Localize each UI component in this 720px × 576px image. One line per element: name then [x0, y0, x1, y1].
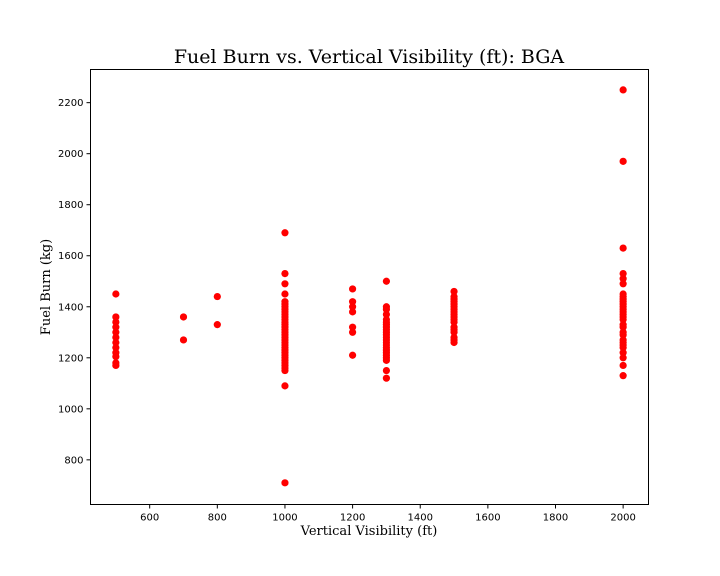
data-point — [179, 313, 188, 321]
data-point — [450, 318, 458, 326]
data-point — [619, 157, 627, 165]
data-point — [619, 372, 627, 380]
y-axis-label: Fuel Burn (kg) — [39, 239, 54, 335]
data-point — [348, 328, 357, 336]
data-point — [112, 313, 120, 321]
data-point — [619, 343, 627, 352]
data-point — [112, 323, 120, 331]
data-point — [112, 352, 120, 361]
data-point — [382, 366, 391, 375]
data-point — [619, 349, 627, 357]
x-tick-label: 1000 — [272, 513, 297, 524]
data-point — [450, 287, 458, 296]
data-points — [112, 86, 627, 487]
data-point — [619, 280, 627, 288]
data-point — [348, 298, 357, 306]
data-point — [112, 290, 120, 298]
data-point — [213, 292, 221, 301]
data-point — [450, 338, 458, 347]
y-tick-label: 1000 — [58, 404, 83, 415]
x-tick-label: 1600 — [475, 513, 500, 524]
data-point — [348, 308, 357, 316]
data-point — [619, 331, 627, 339]
data-point — [281, 229, 289, 237]
x-tick-label: 2000 — [610, 513, 635, 524]
data-point — [112, 318, 120, 326]
data-point — [112, 343, 120, 352]
data-point — [348, 351, 357, 359]
y-tick-label: 800 — [64, 455, 83, 466]
x-tick-label: 1800 — [543, 513, 568, 524]
y-tick-label: 1400 — [58, 302, 83, 313]
y-tick-label: 2000 — [58, 149, 83, 160]
y-tick-label: 2200 — [58, 98, 83, 109]
data-point — [382, 374, 391, 382]
data-point — [281, 270, 289, 278]
chart-title: Fuel Burn vs. Vertical Visibility (ft): … — [174, 46, 565, 68]
y-tick-label: 1800 — [58, 200, 83, 211]
data-point — [619, 315, 627, 324]
data-point — [281, 366, 289, 375]
data-point — [179, 336, 188, 344]
data-point — [281, 382, 289, 390]
x-tick-label: 800 — [208, 513, 227, 524]
data-point — [112, 338, 120, 347]
data-point — [112, 333, 120, 341]
data-point — [213, 321, 221, 329]
y-tick-label: 1200 — [58, 353, 83, 364]
data-point — [348, 303, 357, 311]
data-point — [382, 356, 391, 364]
x-tick-label: 600 — [140, 513, 159, 524]
axis-ticks: 600 800 1000 1200 1400 1600 1800 2000 800 1000 120… — [58, 98, 636, 523]
data-point — [348, 323, 357, 331]
data-point — [619, 354, 627, 362]
data-point — [382, 310, 391, 319]
data-point — [619, 244, 627, 252]
plot-frame — [90, 69, 649, 505]
data-point — [281, 290, 289, 298]
data-point — [382, 305, 391, 313]
data-point — [619, 361, 627, 370]
data-point — [112, 328, 120, 336]
y-tick-label: 1600 — [58, 251, 83, 262]
data-point — [112, 361, 120, 370]
data-point — [281, 280, 289, 288]
x-tick-label: 1200 — [340, 513, 365, 524]
data-point — [619, 270, 627, 278]
data-point — [619, 323, 627, 331]
data-point — [619, 275, 627, 283]
data-point — [382, 277, 391, 285]
data-point — [348, 285, 357, 293]
x-tick-label: 1400 — [408, 513, 433, 524]
data-point — [281, 479, 289, 487]
data-point — [619, 86, 627, 94]
x-axis-label: Vertical Visibility (ft) — [300, 524, 438, 539]
data-point — [450, 328, 458, 336]
